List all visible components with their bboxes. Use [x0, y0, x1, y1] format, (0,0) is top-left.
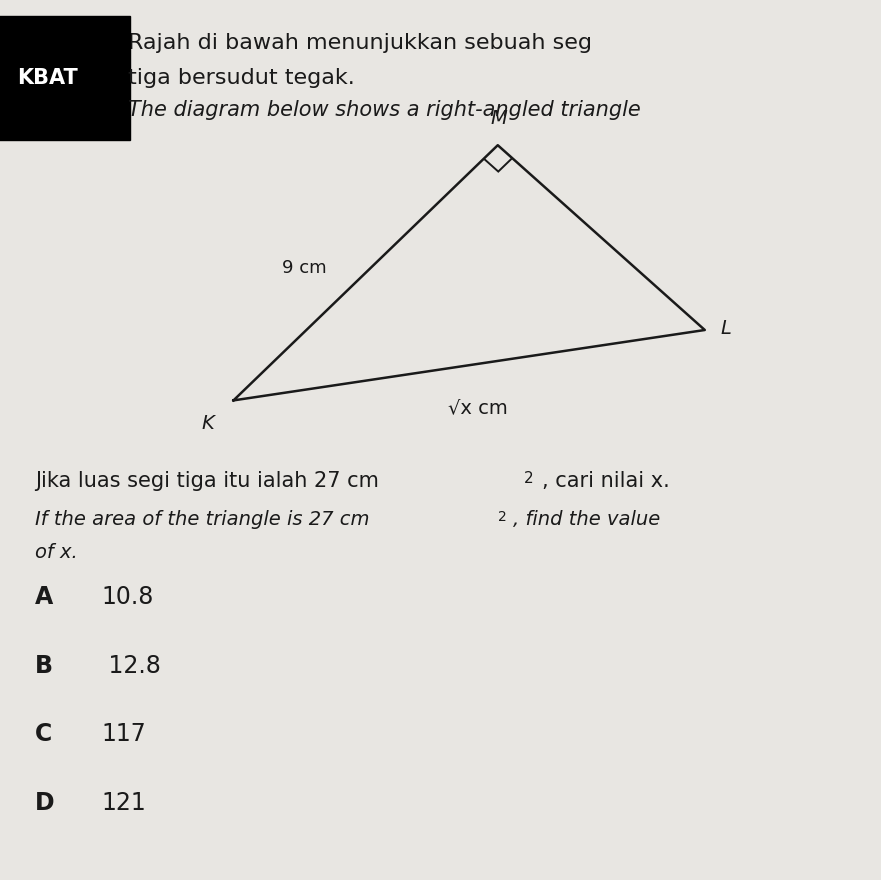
Text: 9 cm: 9 cm	[282, 260, 326, 277]
Text: 117: 117	[101, 722, 146, 746]
Text: D: D	[35, 791, 55, 815]
Text: K: K	[202, 414, 214, 433]
Text: , find the value: , find the value	[513, 510, 660, 530]
Text: √x cm: √x cm	[448, 399, 507, 418]
Text: 20: 20	[35, 33, 63, 54]
Text: 121: 121	[101, 791, 146, 815]
Text: KBAT: KBAT	[18, 68, 78, 88]
Text: 12.8: 12.8	[101, 654, 161, 678]
Text: tiga bersudut tegak.: tiga bersudut tegak.	[128, 68, 354, 88]
Text: The diagram below shows a right-angled triangle: The diagram below shows a right-angled t…	[128, 100, 640, 121]
Text: of x.: of x.	[35, 543, 78, 562]
Text: M: M	[491, 108, 507, 128]
Text: , cari nilai x.: , cari nilai x.	[542, 471, 670, 491]
Text: L: L	[721, 319, 731, 338]
Text: Rajah di bawah menunjukkan sebuah seg: Rajah di bawah menunjukkan sebuah seg	[128, 33, 592, 54]
Text: 2: 2	[524, 471, 534, 486]
Text: A: A	[35, 585, 54, 609]
Text: 2: 2	[498, 510, 507, 524]
Text: C: C	[35, 722, 53, 746]
Text: If the area of the triangle is 27 cm: If the area of the triangle is 27 cm	[35, 510, 370, 530]
Text: Jika luas segi tiga itu ialah 27 cm: Jika luas segi tiga itu ialah 27 cm	[35, 471, 379, 491]
Text: 10.8: 10.8	[101, 585, 153, 609]
Text: B: B	[35, 654, 53, 678]
